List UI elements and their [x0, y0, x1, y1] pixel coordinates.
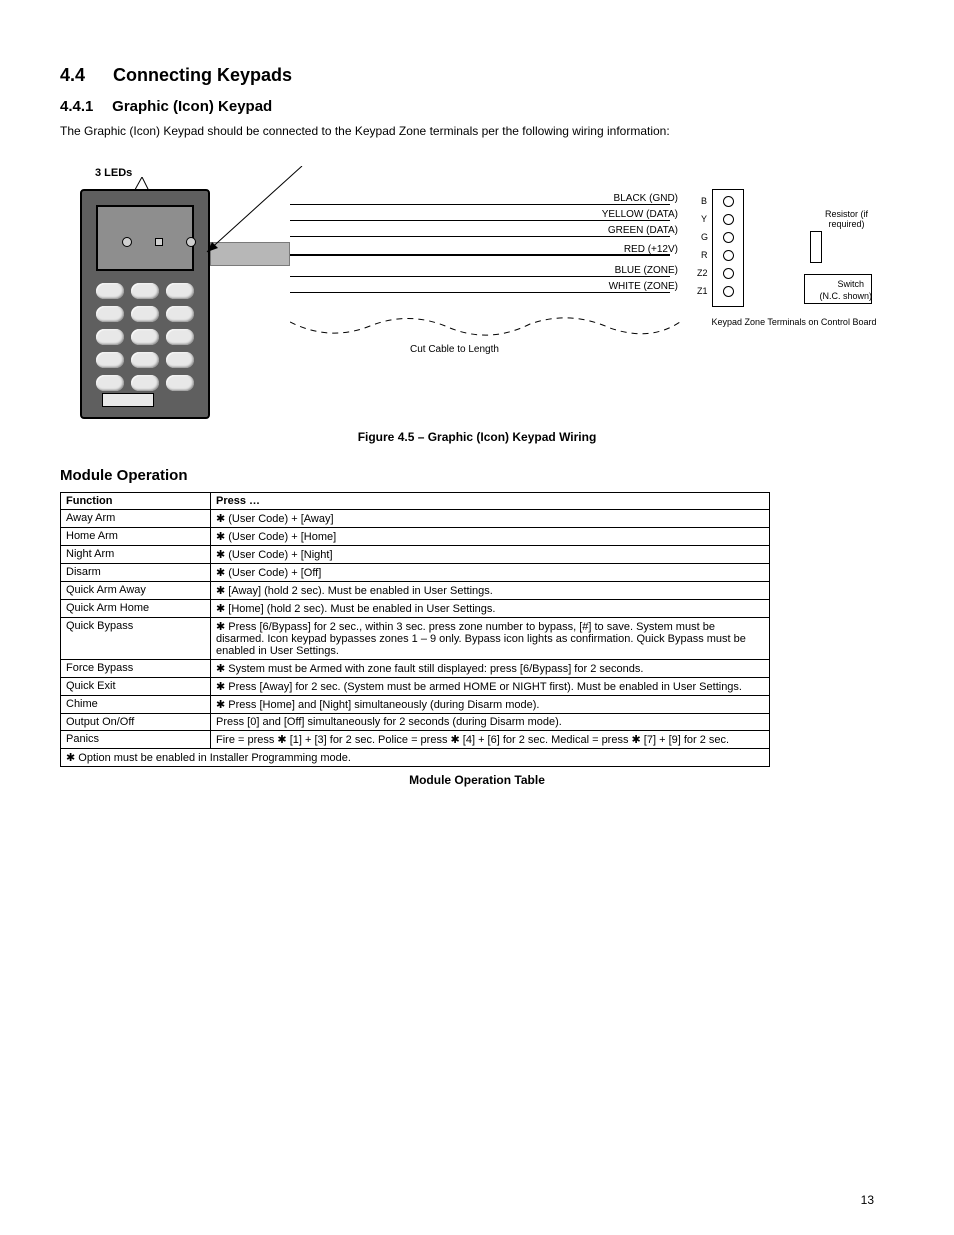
table-row: PanicsFire = press ✱ [1] + [3] for 2 sec… [61, 731, 770, 749]
table-cell: Home Arm [61, 528, 211, 546]
table-cell: ✱ Press [Away] for 2 sec. (System must b… [211, 678, 770, 696]
subsection-heading: 4.4.1 Graphic (Icon) Keypad [60, 98, 894, 115]
keypad-led [122, 237, 132, 247]
wire-label: BLUE (ZONE) [615, 265, 678, 276]
wire-label: YELLOW (DATA) [602, 209, 678, 220]
table-cell: Quick Arm Away [61, 582, 211, 600]
connector-caption: Keypad Zone Terminals on Control Board [709, 317, 879, 327]
module-operation-table: Function Press … Away Arm✱ (User Code) +… [60, 492, 770, 767]
table-cell: Away Arm [61, 510, 211, 528]
table-cell: Fire = press ✱ [1] + [3] for 2 sec. Poli… [211, 731, 770, 749]
table-row: Chime✱ Press [Home] and [Night] simultan… [61, 696, 770, 714]
conn-pin-label: G [701, 232, 708, 242]
switch-label-1: Switch [837, 279, 864, 289]
wire-label: BLACK (GND) [614, 193, 678, 204]
table-cell: Disarm [61, 564, 211, 582]
subsection-num: 4.4.1 [60, 98, 108, 115]
subsection-title: Graphic (Icon) Keypad [112, 98, 272, 115]
table-cell: Night Arm [61, 546, 211, 564]
conn-pin-label: Y [701, 214, 707, 224]
table-cell: Force Bypass [61, 660, 211, 678]
keypad-led [155, 238, 163, 246]
table-cell: Press [0] and [Off] simultaneously for 2… [211, 714, 770, 731]
intro-text: The Graphic (Icon) Keypad should be conn… [60, 123, 894, 139]
module-operation-heading: Module Operation [60, 467, 894, 484]
table-cell: ✱ System must be Armed with zone fault s… [211, 660, 770, 678]
table-header: Function [61, 493, 211, 510]
table-cell: ✱ (User Code) + [Away] [211, 510, 770, 528]
table-cell: ✱ (User Code) + [Home] [211, 528, 770, 546]
table-cell: Quick Arm Home [61, 600, 211, 618]
page: 4.4 Connecting Keypads 4.4.1 Graphic (Ic… [60, 65, 894, 787]
table-row: Away Arm✱ (User Code) + [Away] [61, 510, 770, 528]
keypad-screen [96, 205, 194, 271]
table-row: Output On/OffPress [0] and [Off] simulta… [61, 714, 770, 731]
wire-label: RED (+12V) [624, 244, 678, 255]
figure-caption: Figure 4.5 – Graphic (Icon) Keypad Wirin… [60, 430, 894, 444]
table-cell: Panics [61, 731, 211, 749]
cut-line-icon [290, 314, 680, 344]
table-cell: Chime [61, 696, 211, 714]
conn-pin-label: Z2 [697, 268, 708, 278]
cable-arrow [192, 166, 312, 266]
table-header: Press … [211, 493, 770, 510]
cut-label: Cut Cable to Length [410, 344, 499, 355]
table-cell: Quick Exit [61, 678, 211, 696]
conn-pin-label: B [701, 196, 707, 206]
switch-label-2: (N.C. shown) [819, 291, 872, 301]
table-note: ✱ Option must be enabled in Installer Pr… [61, 749, 770, 767]
table-cell: ✱ (User Code) + [Night] [211, 546, 770, 564]
section-title: Connecting Keypads [113, 65, 292, 85]
table-cell: ✱ (User Code) + [Off] [211, 564, 770, 582]
figure-wiring: 3 LEDs BLACK ( [60, 149, 894, 439]
module-table-caption: Module Operation Table [60, 773, 894, 787]
wire-label: GREEN (DATA) [608, 225, 678, 236]
table-row: Disarm✱ (User Code) + [Off] [61, 564, 770, 582]
conn-pin-label: Z1 [697, 286, 708, 296]
resistor-label: Resistor (if required) [814, 209, 879, 229]
table-row: Night Arm✱ (User Code) + [Night] [61, 546, 770, 564]
connector-block: B Y G R Z2 Z1 [712, 189, 744, 307]
table-cell: ✱ Press [Home] and [Night] simultaneousl… [211, 696, 770, 714]
page-number: 13 [861, 1193, 874, 1207]
table-row: Quick Arm Home✱ [Home] (hold 2 sec). Mus… [61, 600, 770, 618]
section-heading: 4.4 Connecting Keypads [60, 65, 894, 86]
table-row: Quick Arm Away✱ [Away] (hold 2 sec). Mus… [61, 582, 770, 600]
table-row: Quick Bypass✱ Press [6/Bypass] for 2 sec… [61, 618, 770, 660]
table-cell: ✱ Press [6/Bypass] for 2 sec., within 3 … [211, 618, 770, 660]
conn-pin-label: R [701, 250, 708, 260]
resistor-icon [810, 231, 822, 263]
table-cell: ✱ [Home] (hold 2 sec). Must be enabled i… [211, 600, 770, 618]
table-cell: Output On/Off [61, 714, 211, 731]
keypad-icon [80, 189, 210, 419]
table-row: Home Arm✱ (User Code) + [Home] [61, 528, 770, 546]
table-cell: ✱ [Away] (hold 2 sec). Must be enabled i… [211, 582, 770, 600]
table-row: Force Bypass✱ System must be Armed with … [61, 660, 770, 678]
keypad-brand [102, 393, 154, 407]
wires: BLACK (GND) YELLOW (DATA) GREEN (DATA) R… [210, 204, 670, 344]
keypad-buttons [96, 283, 194, 398]
table-cell: Quick Bypass [61, 618, 211, 660]
table-row: Quick Exit✱ Press [Away] for 2 sec. (Sys… [61, 678, 770, 696]
section-num: 4.4 [60, 65, 108, 86]
wire-label: WHITE (ZONE) [609, 281, 678, 292]
